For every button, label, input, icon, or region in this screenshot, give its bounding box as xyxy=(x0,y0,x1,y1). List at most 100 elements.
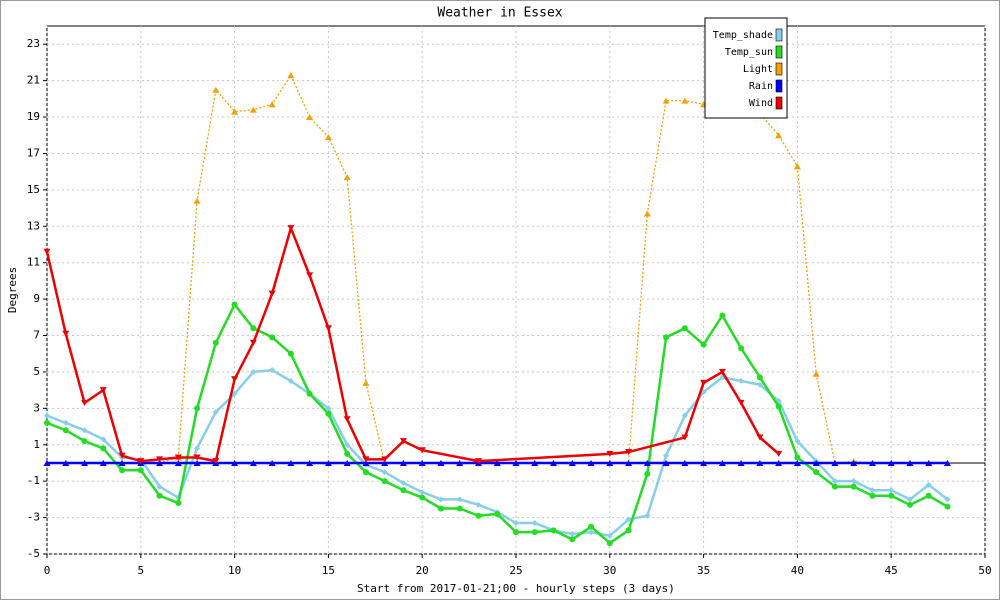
point xyxy=(175,500,182,507)
point xyxy=(662,97,670,104)
point xyxy=(325,405,332,412)
point xyxy=(62,459,70,466)
y-tick-label: -1 xyxy=(27,474,40,487)
series-layer xyxy=(43,72,951,547)
point xyxy=(249,106,257,113)
point xyxy=(475,501,482,508)
point xyxy=(718,459,726,466)
point xyxy=(606,459,614,466)
point xyxy=(456,496,463,503)
point xyxy=(906,501,913,508)
point xyxy=(718,368,726,375)
point xyxy=(663,334,670,341)
point xyxy=(287,225,295,232)
point xyxy=(793,163,801,170)
point xyxy=(868,459,876,466)
point xyxy=(174,454,182,461)
point xyxy=(212,458,220,465)
point xyxy=(137,467,144,474)
legend-label: Temp_shade xyxy=(713,30,773,41)
point xyxy=(719,312,726,319)
point xyxy=(568,459,576,466)
chart-title: Weather in Essex xyxy=(437,6,562,21)
point xyxy=(62,427,69,434)
point xyxy=(925,459,933,466)
point xyxy=(118,452,126,459)
point xyxy=(681,434,689,441)
point xyxy=(474,458,482,465)
point xyxy=(231,108,239,115)
legend-label: Light xyxy=(743,64,773,75)
legend-swatch xyxy=(775,45,783,59)
point xyxy=(99,459,107,466)
point xyxy=(419,494,426,501)
point xyxy=(381,459,389,466)
point xyxy=(662,459,670,466)
legend-box xyxy=(704,17,788,119)
point xyxy=(756,374,763,381)
point xyxy=(794,438,801,445)
point xyxy=(606,532,613,539)
point xyxy=(287,72,295,79)
point xyxy=(681,97,689,104)
point xyxy=(194,445,201,452)
point xyxy=(831,459,839,466)
y-tick-label: 13 xyxy=(27,219,40,232)
point xyxy=(249,339,257,346)
point xyxy=(813,469,820,476)
point xyxy=(400,479,407,486)
x-tick-label: 5 xyxy=(137,564,144,577)
point xyxy=(569,536,576,543)
point xyxy=(850,459,858,466)
point xyxy=(550,459,558,466)
point xyxy=(456,505,463,512)
x-tick-label: 50 xyxy=(978,564,991,577)
legend-swatch xyxy=(775,96,783,110)
point xyxy=(925,492,932,499)
point xyxy=(324,459,332,466)
point xyxy=(606,540,613,547)
point xyxy=(193,454,201,461)
point xyxy=(775,132,783,139)
point xyxy=(888,487,895,494)
point xyxy=(81,399,89,406)
point xyxy=(812,370,820,377)
point xyxy=(738,378,745,385)
legend-label: Rain xyxy=(749,81,773,92)
point xyxy=(381,469,388,476)
point xyxy=(418,459,426,466)
point xyxy=(156,483,163,490)
point xyxy=(269,334,276,341)
point xyxy=(43,248,51,255)
legend-label: Temp_sun xyxy=(725,47,773,58)
point xyxy=(343,416,351,423)
y-axis-label: Degrees xyxy=(6,267,19,313)
point xyxy=(493,459,501,466)
point xyxy=(869,487,876,494)
point xyxy=(700,341,707,348)
point xyxy=(925,481,932,488)
legend-swatch xyxy=(775,62,783,76)
y-tick-label: 9 xyxy=(33,292,40,305)
point xyxy=(400,487,407,494)
point xyxy=(944,496,951,503)
point xyxy=(513,529,519,536)
y-tick-label: 19 xyxy=(27,110,40,123)
point xyxy=(812,459,820,466)
x-axis-label: Start from 2017-01-21;00 - hourly steps … xyxy=(357,582,675,595)
y-tick-label: 7 xyxy=(33,329,40,342)
point xyxy=(794,454,801,461)
legend-swatch xyxy=(775,79,783,93)
point xyxy=(268,459,276,466)
point xyxy=(193,459,201,466)
point xyxy=(249,459,257,466)
point xyxy=(700,379,708,386)
point xyxy=(737,459,745,466)
point xyxy=(625,449,633,456)
point xyxy=(437,496,444,503)
point xyxy=(418,447,426,454)
point xyxy=(588,523,595,530)
point xyxy=(943,459,951,466)
point xyxy=(156,456,164,463)
